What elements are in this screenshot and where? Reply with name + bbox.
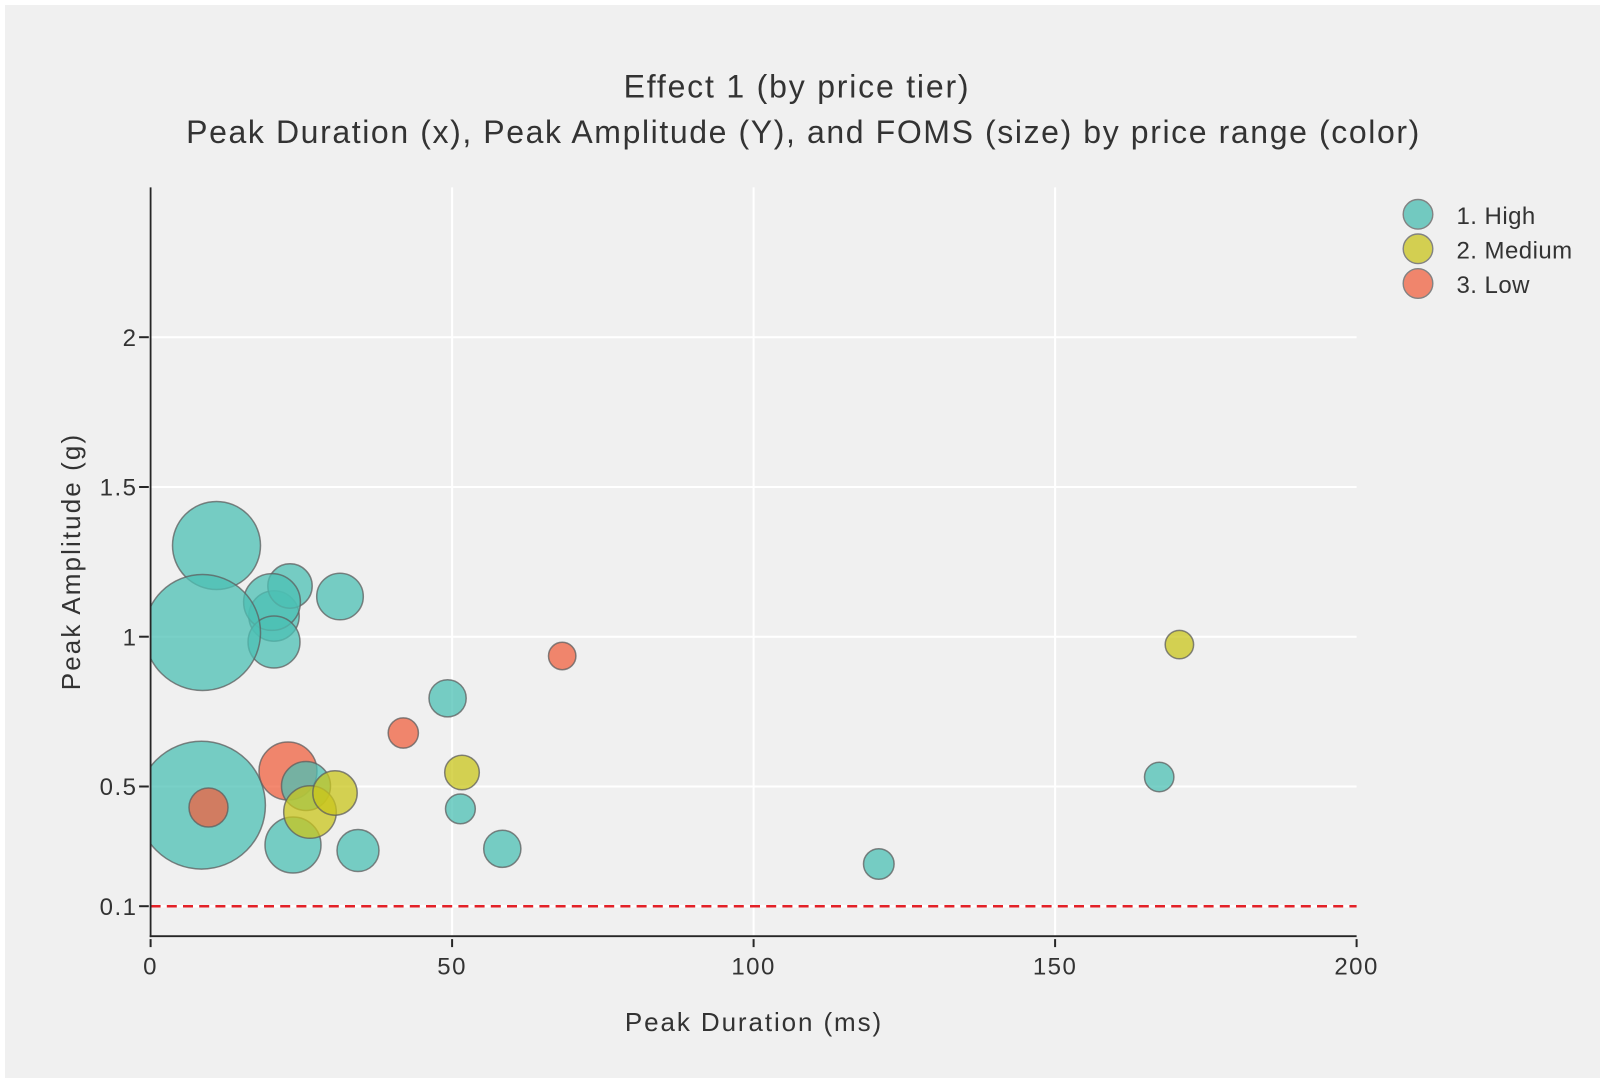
svg-text:150: 150 <box>1033 954 1078 981</box>
svg-text:0.5: 0.5 <box>100 774 138 801</box>
svg-text:50: 50 <box>437 954 467 981</box>
svg-text:3. Low: 3. Low <box>1457 272 1531 299</box>
svg-text:200: 200 <box>1334 954 1379 981</box>
svg-text:Peak Amplitude (g): Peak Amplitude (g) <box>56 433 86 690</box>
svg-text:1.5: 1.5 <box>100 475 138 502</box>
svg-text:1. High: 1. High <box>1457 203 1536 230</box>
svg-text:1: 1 <box>123 624 138 651</box>
svg-text:Effect 1 (by price tier): Effect 1 (by price tier) <box>624 69 971 105</box>
svg-text:Peak Duration (x), Peak Amplit: Peak Duration (x), Peak Amplitude (Y), a… <box>186 114 1421 150</box>
svg-text:2. Medium: 2. Medium <box>1457 237 1573 264</box>
svg-text:100: 100 <box>731 954 776 981</box>
svg-text:0.1: 0.1 <box>100 894 138 921</box>
svg-text:Peak Duration (ms): Peak Duration (ms) <box>625 1007 883 1037</box>
svg-text:2: 2 <box>123 325 138 352</box>
svg-text:0: 0 <box>143 954 158 981</box>
